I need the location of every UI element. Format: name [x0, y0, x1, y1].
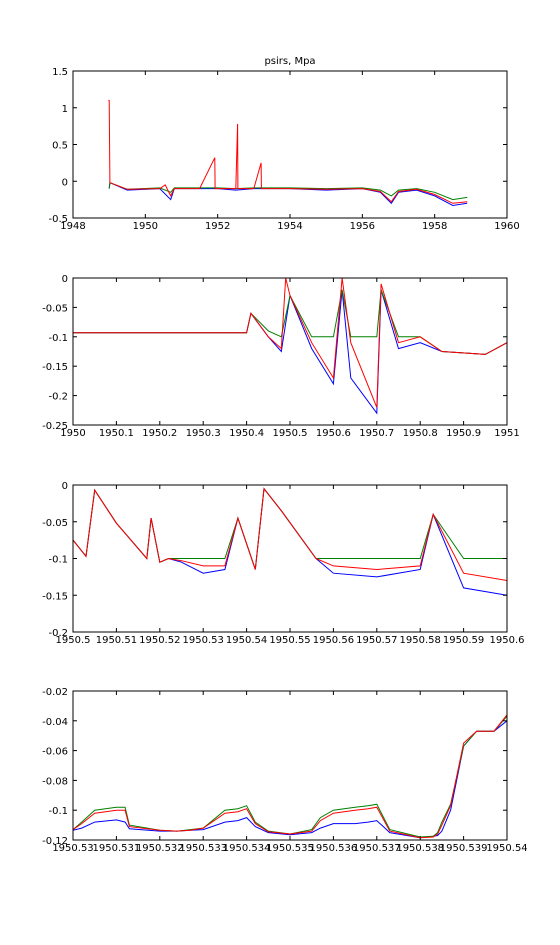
- x-tick-label: 1950.535: [266, 843, 314, 854]
- y-tick-label: -0.1: [48, 555, 68, 566]
- x-tick-label: 1950.5: [273, 428, 308, 439]
- y-tick-label: -0.08: [42, 776, 68, 787]
- y-tick-label: 0.5: [52, 141, 68, 152]
- y-tick-label: 0: [62, 481, 68, 492]
- x-tick-label: 1954: [277, 221, 302, 232]
- plot-panel-4: 1950.531950.5311950.5321950.5331950.5341…: [42, 687, 528, 854]
- series-line-green: [73, 289, 507, 355]
- x-tick-label: 1950.539: [440, 843, 488, 854]
- series-line-blue: [73, 487, 507, 596]
- series-line-green: [73, 715, 507, 838]
- plot-panel-3: 1950.5 1950.51 1950.52 1950.53 1950.54 1950.5…: [42, 481, 524, 646]
- x-tick-label: 1950.5: [56, 635, 91, 646]
- x-tick-label: 1950.1: [99, 428, 134, 439]
- y-tick-label: -0.12: [42, 836, 68, 847]
- y-tick-label: 0: [62, 177, 68, 188]
- x-tick-label: 1950: [133, 221, 158, 232]
- y-tick-label: -0.25: [42, 421, 68, 432]
- x-tick-label: 1950.531: [93, 843, 141, 854]
- y-tick-label: 1: [62, 104, 68, 115]
- series-group: [73, 278, 507, 415]
- x-tick-label: 1950.534: [223, 843, 271, 854]
- y-tick-label: -0.15: [42, 591, 68, 602]
- x-tick-label: 1948: [60, 221, 85, 232]
- x-tick-label: 1950.53: [52, 843, 93, 854]
- y-tick-label: -0.5: [48, 214, 68, 225]
- x-tick-label: 1950.52: [139, 635, 180, 646]
- x-tick-label: 1950.8: [403, 428, 438, 439]
- plot-panel-2: 1950 1950.1 1950.2 1950.3 1950.4 1950.5 1950.6…: [42, 274, 520, 439]
- x-tick-label: 1950.58: [400, 635, 441, 646]
- x-tick-label: 1950.54: [486, 843, 527, 854]
- x-tick-label: 1950.4: [229, 428, 264, 439]
- series-line-blue: [73, 720, 507, 839]
- x-tick-label: 1950.56: [313, 635, 354, 646]
- x-tick-label: 1950.537: [353, 843, 401, 854]
- y-tick-label: 1.5: [52, 67, 68, 78]
- series-group: [108, 99, 468, 207]
- series-line-green: [108, 182, 468, 201]
- x-tick-label: 1950.6: [316, 428, 351, 439]
- y-tick-label: -0.05: [42, 518, 68, 529]
- axes-box: [72, 484, 508, 633]
- y-tick-label: -0.2: [48, 392, 68, 403]
- x-tick-label: 1956: [350, 221, 375, 232]
- y-tick-label: -0.06: [42, 747, 68, 758]
- x-tick-label: 1950.9: [446, 428, 481, 439]
- x-tick-label: 1950.55: [269, 635, 310, 646]
- axes-box: [72, 690, 508, 841]
- series-line-red: [73, 714, 507, 839]
- y-tick-label: -0.1: [48, 333, 68, 344]
- x-tick-label: 1950: [60, 428, 85, 439]
- series-line-red: [73, 278, 507, 408]
- figure-title: psirs, Mpa: [264, 56, 315, 67]
- x-tick-label: 1960: [494, 221, 519, 232]
- x-tick-label: 1950.6: [490, 635, 525, 646]
- series-line-red: [108, 99, 468, 204]
- y-tick-label: -0.15: [42, 362, 68, 373]
- x-tick-label: 1950.59: [443, 635, 484, 646]
- x-tick-label: 1950.532: [136, 843, 184, 854]
- y-tick-label: 0: [62, 274, 68, 285]
- x-tick-label: 1950.51: [96, 635, 137, 646]
- x-tick-label: 1951: [494, 428, 519, 439]
- x-tick-label: 1950.7: [359, 428, 394, 439]
- y-tick-label: -0.04: [42, 717, 68, 728]
- y-tick-label: -0.2: [48, 628, 68, 639]
- y-tick-label: -0.1: [48, 806, 68, 817]
- plot-panel-1: 1948 1950 1952 1954 1956 1958 1960 -0.5 0 0.5 1 1.5: [48, 67, 519, 232]
- axes-box: [72, 70, 508, 219]
- y-tick-label: -0.05: [42, 303, 68, 314]
- x-tick-label: 1950.53: [183, 635, 224, 646]
- x-tick-label: 1950.538: [396, 843, 444, 854]
- x-tick-label: 1950.536: [310, 843, 358, 854]
- x-tick-label: 1950.2: [142, 428, 177, 439]
- x-tick-label: 1950.533: [179, 843, 227, 854]
- x-tick-label: 1950.54: [226, 635, 267, 646]
- series-line-green: [73, 487, 507, 570]
- x-tick-label: 1950.3: [186, 428, 221, 439]
- series-group: [73, 487, 507, 596]
- x-tick-label: 1958: [422, 221, 447, 232]
- series-line-red: [73, 487, 507, 581]
- x-tick-label: 1950.57: [356, 635, 397, 646]
- series-group: [73, 714, 507, 839]
- y-tick-label: -0.02: [42, 687, 68, 698]
- x-tick-label: 1952: [205, 221, 230, 232]
